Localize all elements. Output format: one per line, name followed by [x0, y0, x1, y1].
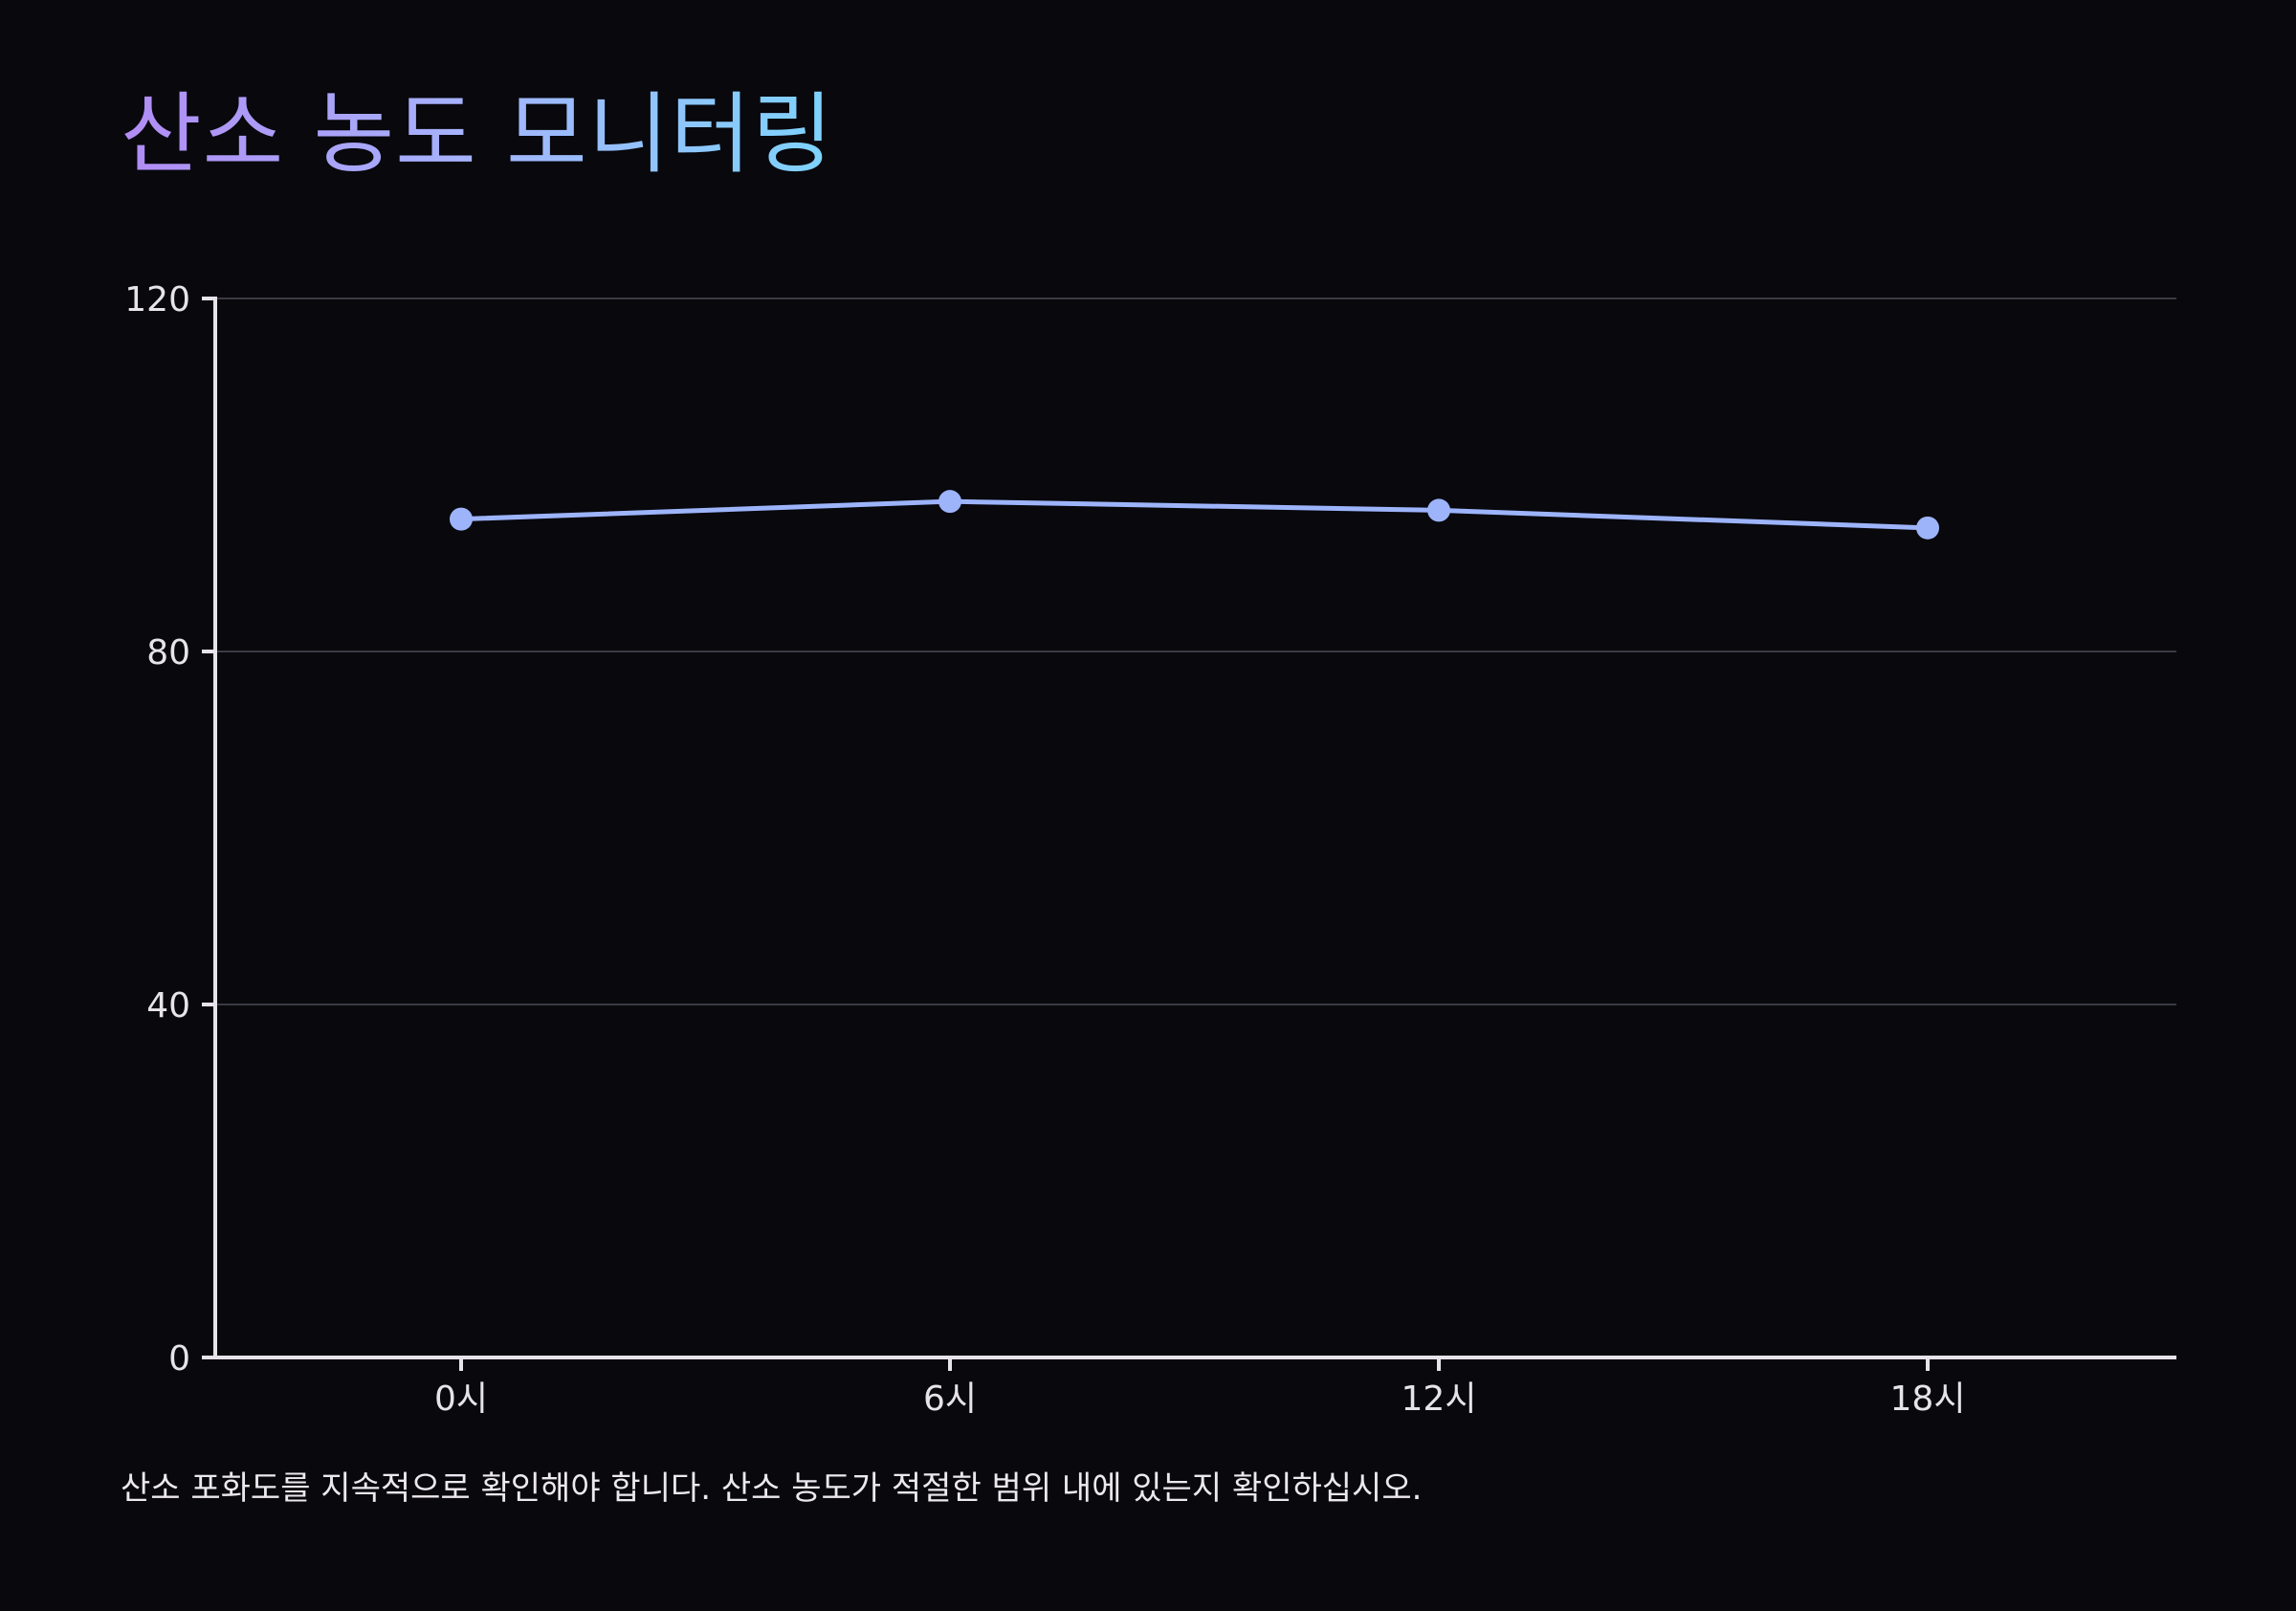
series-line — [458, 498, 1931, 531]
data-point — [1427, 498, 1450, 522]
x-tick-label: 6시 — [923, 1379, 977, 1419]
x-tick-label: 12시 — [1402, 1379, 1477, 1419]
data-point — [450, 507, 473, 531]
tick-labels: 0 40 80 120 0시 6시 12시 18시 — [124, 280, 1965, 1419]
grid-lines — [215, 298, 2176, 1005]
y-tick-label: 40 — [146, 986, 190, 1026]
axes — [202, 297, 2176, 1371]
footnote-text: 산소 포화도를 지속적으로 확인해야 합니다. 산소 농도가 적절한 범위 내에… — [121, 1469, 1423, 1508]
series-layer — [450, 490, 1939, 540]
page-title: 산소 농도 모니터링 — [121, 83, 834, 186]
x-tick-label: 0시 — [434, 1379, 488, 1419]
y-tick-label: 120 — [124, 280, 190, 320]
y-tick-label: 80 — [146, 633, 190, 673]
data-point — [1916, 516, 1939, 540]
x-tick-label: 18시 — [1890, 1379, 1966, 1419]
data-point — [938, 490, 961, 514]
y-tick-label: 0 — [168, 1339, 190, 1379]
